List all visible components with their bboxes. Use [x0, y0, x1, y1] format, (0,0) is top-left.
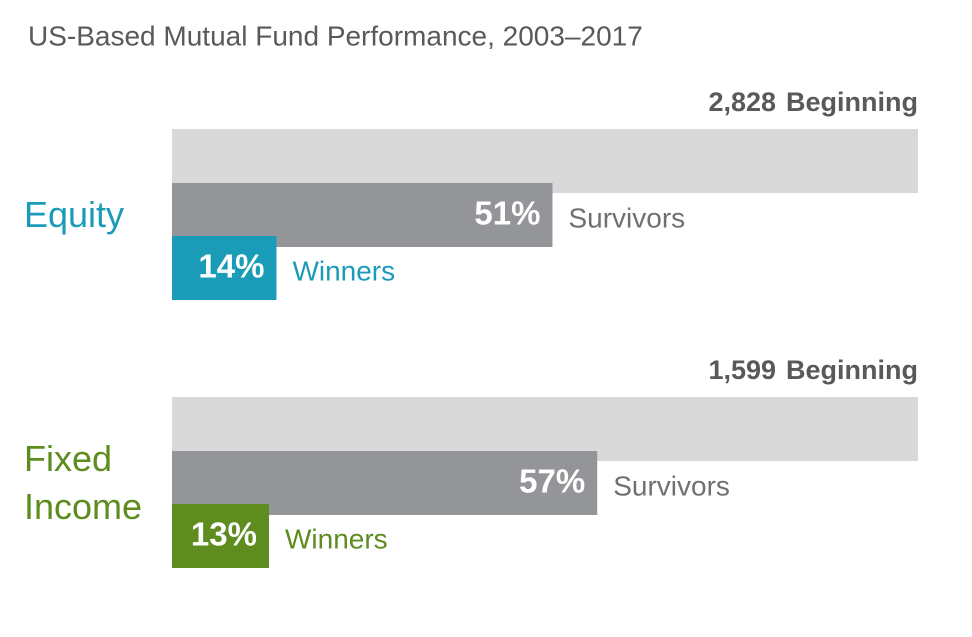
bar — [172, 236, 277, 300]
chart-title: US-Based Mutual Fund Performance, 2003–2… — [28, 20, 643, 51]
series-label: Winners — [285, 523, 388, 554]
value-label: 2,828 — [708, 87, 776, 117]
beginning-bar — [172, 129, 918, 193]
value-label: 51% — [474, 195, 540, 232]
series-label: Winners — [292, 255, 395, 286]
beginning-bar — [172, 397, 918, 461]
series-label: Survivors — [613, 470, 730, 501]
series-name: Beginning — [786, 87, 918, 117]
value-label: 14% — [198, 248, 264, 285]
category-label: Fixed Income — [24, 437, 143, 527]
bar — [172, 504, 269, 568]
value-label: 1,599 — [708, 355, 776, 385]
series-label: Survivors — [568, 202, 685, 233]
beginning-label: 2,828 Beginning — [708, 87, 918, 117]
value-label: 57% — [519, 463, 585, 500]
series-name: Beginning — [786, 355, 918, 385]
category-label: Equity — [24, 193, 125, 235]
beginning-label: 1,599 Beginning — [708, 355, 918, 385]
value-label: 13% — [191, 516, 257, 553]
